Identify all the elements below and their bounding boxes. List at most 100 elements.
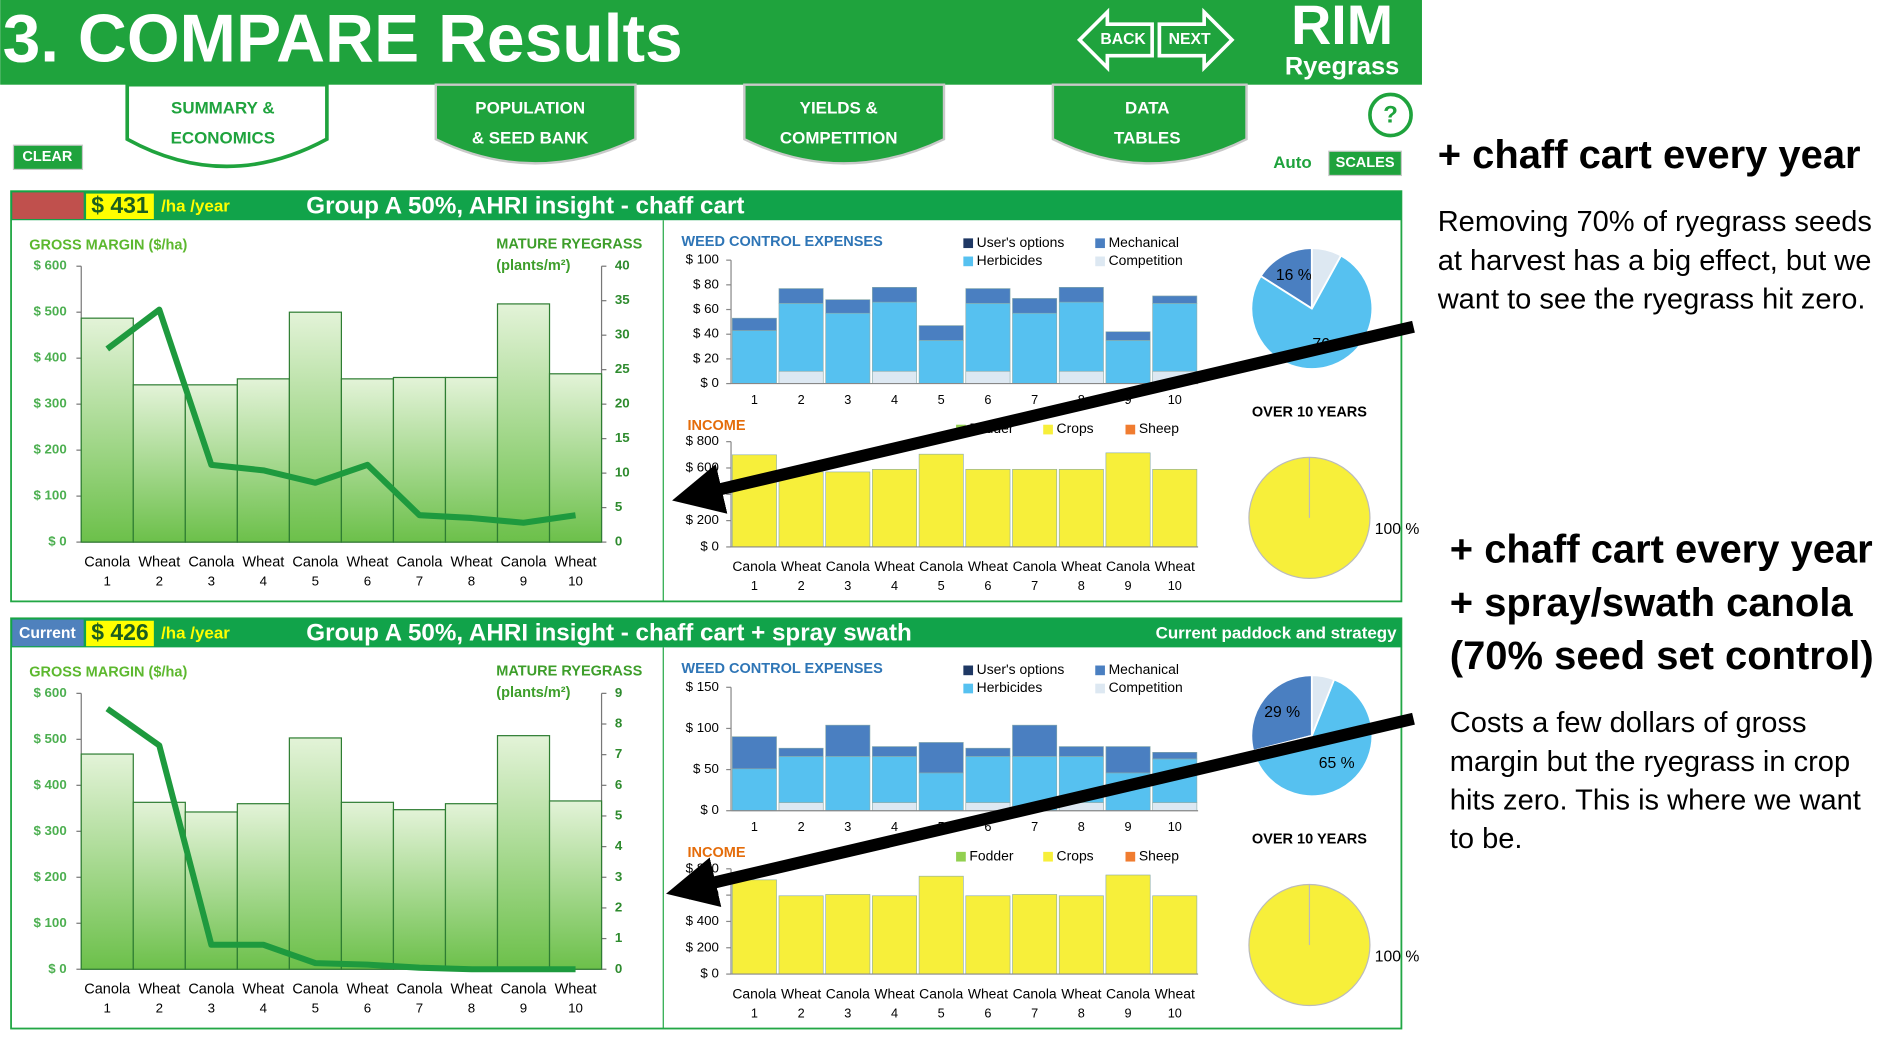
auto-label: Auto — [1273, 153, 1312, 172]
bar-segment — [1012, 724, 1058, 757]
bar — [496, 735, 551, 970]
tab-label[interactable]: DATA — [1125, 98, 1170, 117]
x-tick-label: 8 — [468, 1001, 475, 1016]
help-label[interactable]: ? — [1383, 102, 1398, 129]
x-tick-label: 9 — [1125, 579, 1132, 593]
bar-segment — [1105, 452, 1151, 548]
legend-swatch — [1095, 238, 1105, 249]
bar-segment — [918, 453, 964, 548]
x-tick-label: 6 — [364, 1001, 371, 1016]
tab[interactable] — [434, 83, 637, 165]
back-button[interactable] — [1076, 7, 1154, 73]
x-tick-label: Wheat — [1061, 558, 1101, 574]
y-tick-label: $ 500 — [33, 304, 66, 319]
x-tick-label: 9 — [1125, 393, 1132, 407]
annotation-box: + chaff cart every year + spray/swath ca… — [1450, 523, 1888, 859]
back-label[interactable]: BACK — [1100, 31, 1146, 48]
pie-title: OVER 10 YEARS — [1252, 832, 1367, 848]
x-tick-label: 10 — [568, 1001, 583, 1016]
y-tick-label: $ 200 — [33, 869, 66, 884]
tab[interactable] — [743, 83, 946, 165]
bar-segment — [1012, 298, 1058, 314]
bar-segment — [918, 772, 964, 812]
panel-header — [11, 618, 1402, 648]
legend-swatch — [1043, 424, 1053, 435]
bar — [288, 311, 343, 543]
margin-unit: /ha /year — [161, 196, 230, 215]
tab-label[interactable]: POPULATION — [475, 98, 585, 117]
bar-segment — [872, 756, 917, 803]
y2-tick-label: 3 — [615, 869, 622, 884]
bar-segment — [731, 736, 777, 770]
tab-label[interactable]: & SEED BANK — [472, 129, 589, 148]
bar-segment — [778, 370, 824, 384]
annotation: + chaff cart every year Removing 70% of … — [1438, 128, 1886, 319]
panels: $ 431/ha /year Group A 50%, AHRI insight … — [10, 190, 1419, 1030]
pie-slice — [1310, 247, 1343, 309]
y-tick-label: $ 0 — [48, 961, 67, 976]
y2-title: MATURE RYEGRASS — [496, 236, 642, 252]
chart-title: GROSS MARGIN ($/ha) — [29, 237, 187, 253]
tab-label[interactable]: SUMMARY & — [171, 98, 275, 117]
y-tick-label: $ 200 — [686, 939, 719, 954]
tab-label[interactable]: YIELDS & — [800, 98, 878, 117]
y2-tick-label: 9 — [615, 685, 622, 700]
clear-label[interactable]: CLEAR — [22, 149, 73, 165]
bar-segment — [965, 747, 1011, 757]
x-tick-label: 2 — [798, 579, 805, 593]
bar-segment — [872, 468, 917, 548]
x-tick-label: 4 — [260, 574, 267, 589]
y2-tick-label: 25 — [615, 361, 630, 376]
bar-segment — [1012, 312, 1058, 384]
x-tick-label: 7 — [1031, 393, 1038, 407]
chart-title: WEED CONTROL EXPENSES — [681, 661, 883, 677]
bar-segment — [965, 895, 1011, 975]
pie-slice — [1310, 674, 1336, 737]
x-tick-label: Canola — [1013, 985, 1057, 1001]
tab-label[interactable]: TABLES — [1114, 129, 1181, 148]
bar — [132, 384, 186, 543]
next-label[interactable]: NEXT — [1169, 31, 1211, 48]
next-button[interactable] — [1157, 7, 1235, 73]
bar-segment — [1105, 331, 1151, 341]
y-tick-label: $ 100 — [33, 915, 66, 930]
legend-label: Competition — [1109, 679, 1183, 695]
arrow — [666, 712, 1415, 907]
margin-box — [86, 620, 154, 647]
y2-tick-label: 0 — [615, 961, 622, 976]
clear-button[interactable] — [12, 144, 84, 171]
x-tick-label: 5 — [938, 579, 945, 593]
panel-title: Group A 50%, AHRI insight - chaff cart — [306, 192, 744, 219]
y2-tick-label: 5 — [615, 499, 623, 514]
y-tick-label: $ 40 — [693, 326, 719, 341]
y2-tick-label: 15 — [615, 430, 630, 445]
x-tick-label: 5 — [938, 1006, 945, 1020]
x-tick-label: 7 — [1031, 1006, 1038, 1020]
x-tick-label: 3 — [844, 393, 851, 407]
x-tick-label: Canola — [919, 558, 963, 574]
bar-segment — [778, 756, 824, 803]
bar-segment — [778, 471, 824, 548]
legend-swatch — [1095, 665, 1105, 676]
scales-label[interactable]: SCALES — [1336, 155, 1395, 171]
x-tick-label: Canola — [501, 982, 548, 998]
legend-swatch — [956, 851, 966, 862]
x-tick-label: 6 — [984, 1006, 991, 1020]
tab[interactable] — [125, 82, 329, 169]
bar-segment — [1058, 370, 1104, 384]
y-tick-label: $ 600 — [33, 685, 66, 700]
x-tick-label: Wheat — [451, 982, 493, 998]
scales-button[interactable] — [1328, 150, 1402, 177]
tab-label[interactable]: ECONOMICS — [171, 129, 275, 148]
x-tick-label: 4 — [260, 1001, 267, 1016]
help-button[interactable] — [1368, 92, 1413, 138]
panel-note: Current paddock and strategy — [1156, 624, 1398, 643]
bar-segment — [731, 768, 777, 812]
tab-label[interactable]: COMPETITION — [780, 129, 898, 148]
x-tick-label: 3 — [844, 579, 851, 593]
x-tick-label: Canola — [188, 554, 235, 570]
x-tick-label: Wheat — [242, 982, 284, 998]
annotation-box: + chaff cart every year Removing 70% of … — [1438, 128, 1886, 319]
tab[interactable] — [1051, 83, 1248, 165]
legend-label: Sheep — [1139, 420, 1179, 436]
